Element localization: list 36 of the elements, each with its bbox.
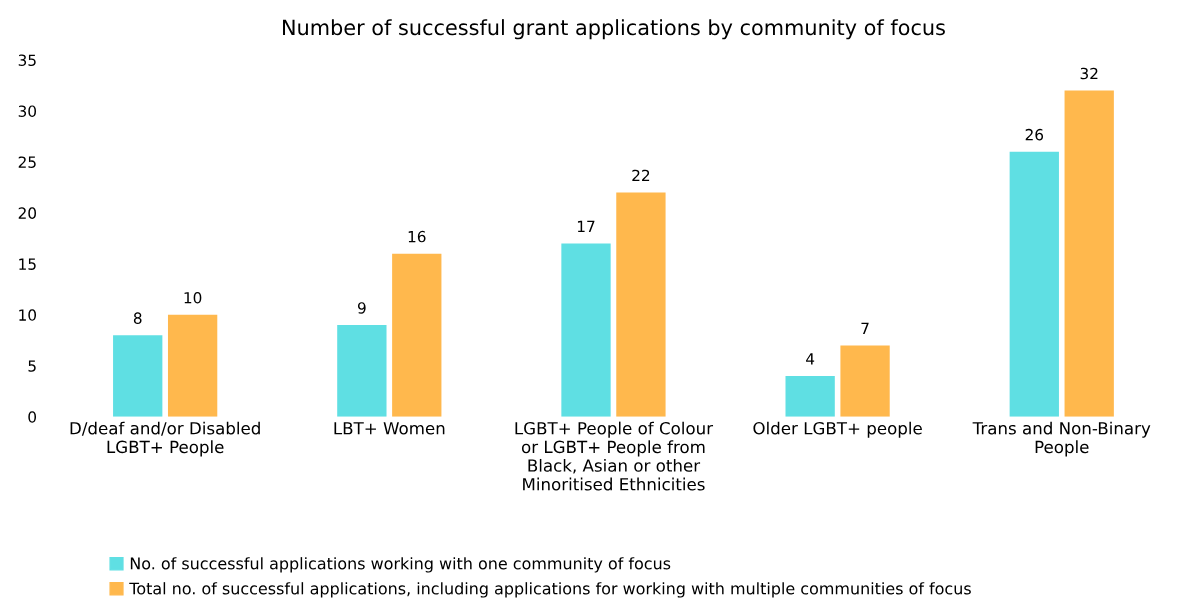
data-label: 32 [1080,67,1098,80]
bar [785,376,835,417]
y-tick-label: 10 [19,309,37,321]
bar [337,325,387,417]
legend-label: No. of successful applications working with one community of focus [130,557,671,573]
bar [1064,90,1114,417]
data-label: 4 [806,353,815,365]
data-label: 8 [133,312,142,324]
bar [840,345,890,417]
y-tick-label: 25 [18,156,36,168]
x-tick-label: LBT+ Women [334,422,445,435]
y-tick-label: 15 [19,258,36,270]
y-tick-label: 20 [18,207,37,219]
y-tick-label: 35 [18,54,36,66]
legend-label: Total no. of successful applications, including applications for working with multiple communities of focus [129,582,971,598]
data-label: 17 [577,220,595,232]
data-label: 7 [861,322,869,334]
bar [392,253,442,417]
x-tick-label: D/deaf and/or Disabled LGBT+ People [70,421,260,457]
bar [616,192,666,417]
y-tick-label: 5 [28,360,36,372]
x-tick-label: LGBT+ People of Colour or LGBT+ People from Black, Asian or other Minoritised Ethnicities [515,421,714,491]
chart-title: Number of successful grant applications by community of focus [283,19,945,40]
data-label: 26 [1025,128,1044,141]
bar [561,243,611,417]
data-label: 10 [184,291,202,304]
data-label: 16 [408,230,426,243]
bar [113,335,163,417]
y-tick-label: 30 [18,105,37,117]
y-tick-label: 0 [28,411,37,423]
x-tick-label: Older LGBT+ people [753,421,922,438]
bar [1009,151,1059,417]
data-label: 9 [357,302,366,314]
bar [167,314,218,417]
x-tick-label: Trans and Non-Binary People [972,421,1151,457]
data-label: 22 [632,169,650,181]
